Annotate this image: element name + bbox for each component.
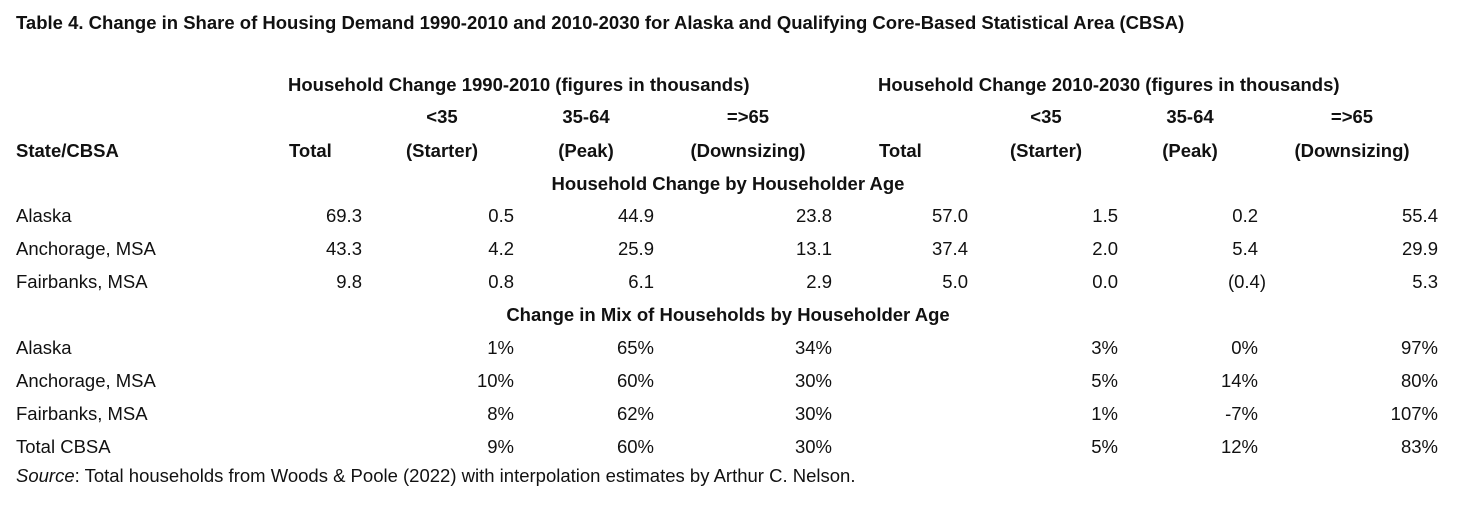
source-label: Source [16,465,75,486]
cell-value: 6.1 [628,271,654,292]
cell-value: (0.4) [1227,271,1266,292]
cell-value: 5.4 [1232,238,1258,259]
cell-value: 0% [1231,337,1258,358]
cell-value: 97% [1400,337,1438,358]
table-title: Table 4. Change in Share of Housing Dema… [16,12,1185,33]
cell-value: 44.9 [617,205,654,226]
header-lt35-1: <35 [426,106,458,127]
row-name: Anchorage, MSA [16,370,156,391]
cell-value: 83% [1400,436,1438,457]
cell-value: 5% [1091,370,1118,391]
cell-value: 0.2 [1232,205,1258,226]
cell-value: 5.3 [1412,271,1438,292]
cell-value: 1.5 [1092,205,1118,226]
header-starter-1: (Starter) [406,140,478,161]
header-mid-1: 35-64 [562,106,610,127]
header-state-cbsa: State/CBSA [16,140,119,161]
cell-value: 2.0 [1092,238,1118,259]
header-downsizing-1: (Downsizing) [690,140,806,161]
header-peak-1: (Peak) [558,140,614,161]
cell-value: 25.9 [617,238,654,259]
cell-value: 55.4 [1401,205,1438,226]
cell-value: 1% [1091,403,1118,424]
cell-value: 80% [1400,370,1438,391]
cell-value: 5% [1091,436,1118,457]
cell-value: 8% [487,403,514,424]
cell-value: 10% [476,370,514,391]
cell-value: 57.0 [931,205,968,226]
cell-value: 9% [487,436,514,457]
cell-value: 34% [794,337,832,358]
cell-value: 3% [1091,337,1118,358]
row-name: Anchorage, MSA [16,238,156,259]
cell-value: 0.5 [488,205,514,226]
cell-value: 29.9 [1401,238,1438,259]
cell-value: 23.8 [795,205,832,226]
source-text: : Total households from Woods & Poole (2… [74,465,856,486]
header-ge65-2: =>65 [1330,106,1374,127]
header-peak-2: (Peak) [1162,140,1218,161]
header-mid-2: 35-64 [1166,106,1214,127]
cell-value: 69.3 [325,205,362,226]
cell-value: 62% [616,403,654,424]
group-header-1990-2010: Household Change 1990-2010 (figures in t… [288,74,750,95]
cell-value: 14% [1220,370,1258,391]
section-title-mix-of-households: Change in Mix of Households by Household… [506,304,950,325]
cell-value: 60% [616,436,654,457]
header-ge65-1: =>65 [726,106,770,127]
cell-value: 0.0 [1092,271,1118,292]
cell-value: 5.0 [942,271,968,292]
cell-value: 65% [616,337,654,358]
group-header-2010-2030: Household Change 2010-2030 (figures in t… [878,74,1340,95]
row-name: Total CBSA [16,436,111,457]
cell-value: 1% [487,337,514,358]
cell-value: 4.2 [488,238,514,259]
header-downsizing-2: (Downsizing) [1294,140,1410,161]
source-note: Source: Total households from Woods & Po… [16,465,855,487]
cell-value: 13.1 [795,238,832,259]
row-name: Alaska [16,205,72,226]
header-lt35-2: <35 [1030,106,1062,127]
cell-value: 9.8 [336,271,362,292]
cell-value: 0.8 [488,271,514,292]
section-title-household-change: Household Change by Householder Age [551,173,905,194]
row-name: Fairbanks, MSA [16,271,148,292]
cell-value: 30% [794,370,832,391]
row-name: Alaska [16,337,72,358]
cell-value: 30% [794,403,832,424]
cell-value: 12% [1220,436,1258,457]
header-starter-2: (Starter) [1010,140,1082,161]
cell-value: 60% [616,370,654,391]
header-total-1: Total [289,140,332,161]
cell-value: 30% [794,436,832,457]
cell-value: -7% [1225,403,1258,424]
cell-value: 2.9 [806,271,832,292]
cell-value: 43.3 [325,238,362,259]
row-name: Fairbanks, MSA [16,403,148,424]
cell-value: 37.4 [931,238,968,259]
cell-value: 107% [1390,403,1438,424]
header-total-2: Total [879,140,922,161]
